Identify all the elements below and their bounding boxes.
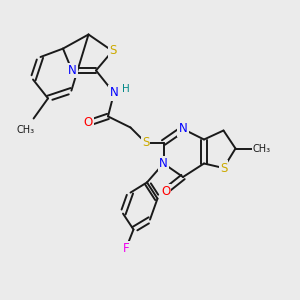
- Text: H: H: [122, 83, 130, 94]
- Text: S: S: [220, 161, 227, 175]
- Text: O: O: [161, 185, 170, 198]
- Text: N: N: [68, 64, 76, 77]
- Text: O: O: [84, 116, 93, 130]
- Text: CH₃: CH₃: [253, 143, 271, 154]
- Text: F: F: [123, 242, 129, 255]
- Text: CH₃: CH₃: [16, 124, 34, 135]
- Text: N: N: [110, 86, 118, 100]
- Text: S: S: [109, 44, 116, 58]
- Text: N: N: [178, 122, 188, 136]
- Text: S: S: [142, 136, 149, 149]
- Text: N: N: [159, 157, 168, 170]
